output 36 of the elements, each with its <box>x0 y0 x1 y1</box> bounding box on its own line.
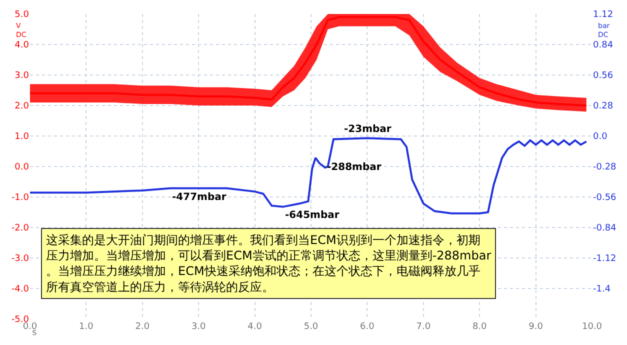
y-tick-label: 2.0 <box>14 102 30 112</box>
y2-tick-label: 0.56 <box>593 71 614 82</box>
x-tick-label: 3.0 <box>191 322 206 332</box>
y-tick-label: 5.0 <box>14 10 30 20</box>
y2-tick-label: -1.4 <box>593 284 611 295</box>
y-tick-label: -3.0 <box>11 254 30 264</box>
y-tick-label: -4.0 <box>11 284 30 295</box>
annotation: -288mbar <box>327 162 382 173</box>
x-tick-label: 4.0 <box>248 322 262 332</box>
x-tick-label: 8.0 <box>472 322 488 332</box>
y2-tick-label: -1.12 <box>593 254 616 264</box>
y-tick-label: -1.0 <box>11 193 30 204</box>
y2-tick-label: 1.12 <box>593 10 614 20</box>
y2-tick-label: -0.84 <box>593 224 617 234</box>
y-tick-label: 4.0 <box>14 40 30 51</box>
x-tick-label: 10.0 <box>582 322 602 332</box>
y-tick-label: -2.0 <box>11 224 30 234</box>
x-tick-label: 7.0 <box>416 322 431 332</box>
y-tick-label: 1.0 <box>14 132 30 142</box>
x-tick-label: 1.0 <box>79 322 94 332</box>
annotation: -23mbar <box>344 124 392 135</box>
x-tick-label: 6.0 <box>360 322 375 332</box>
y2-tick-label: 0.28 <box>593 102 614 112</box>
annotation: 这采集的是大开油门期间的增压事件。我们看到当ECM识别到一个加速指令，初期压力增加。当增压增加，可以看到ECM尝试的正常调节状态，这里测量到-288mbar。当增压压力继续增加，ECM快速采纳饱和状态；在这个状态下，电磁阀释放几乎所有真空管道上的压力，等待涡轮的反应。 <box>46 233 492 294</box>
x-axis-title: s <box>32 328 37 338</box>
y2-tick-label: 0.84 <box>593 40 614 51</box>
y-tick-label: 0.0 <box>14 162 30 173</box>
y2-tick-label: 0.0 <box>593 132 608 142</box>
y2-tick-label: -0.28 <box>593 162 617 173</box>
annotation: -477mbar <box>172 192 226 203</box>
annotation: -645mbar <box>285 210 340 221</box>
x-tick-label: 2.0 <box>135 322 150 332</box>
x-tick-label: 5.0 <box>304 322 318 332</box>
y2-tick-label: -0.56 <box>593 193 617 204</box>
x-tick-label: 9.0 <box>528 322 544 332</box>
y-tick-label: 3.0 <box>14 71 30 82</box>
